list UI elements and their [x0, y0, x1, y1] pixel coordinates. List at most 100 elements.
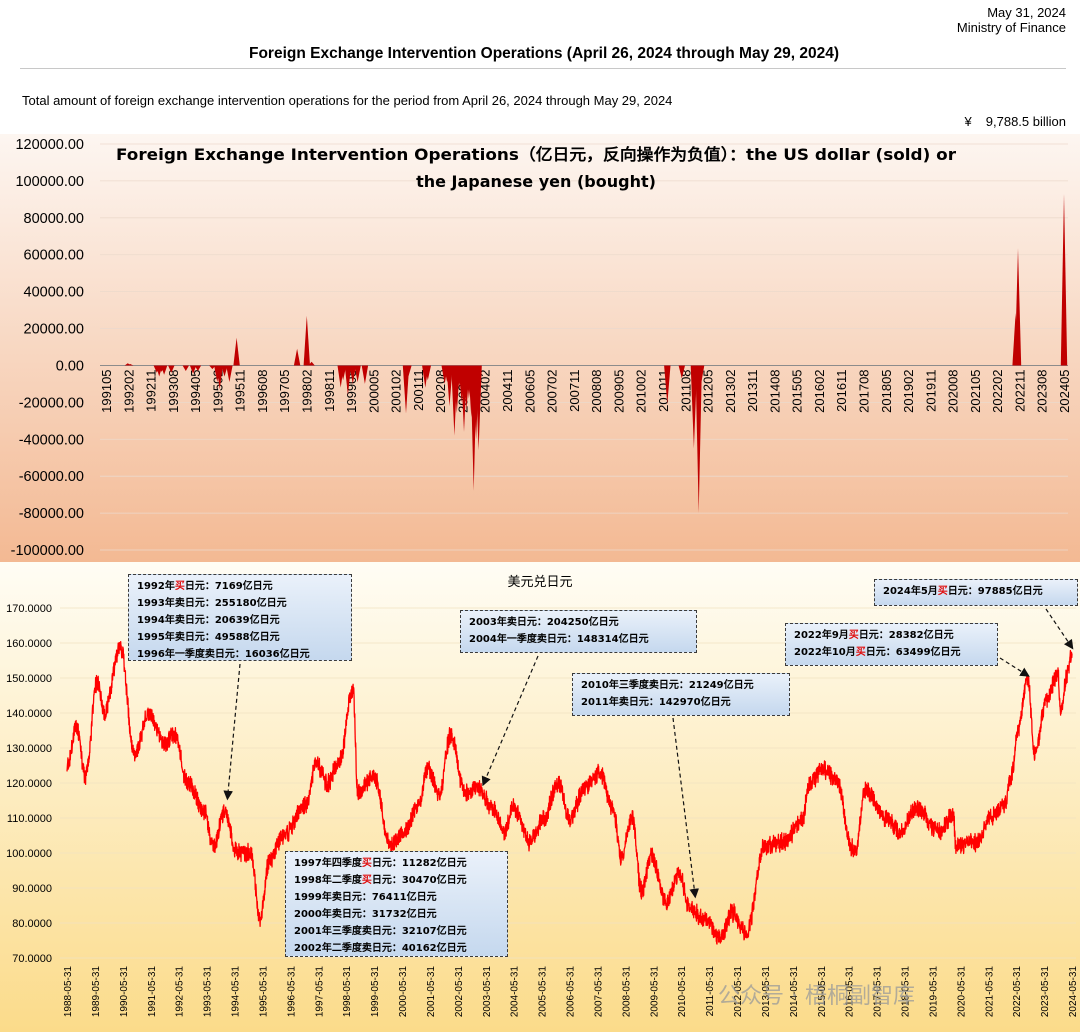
x-tick-label: 201602	[812, 369, 827, 412]
intervention-bar	[182, 365, 189, 371]
annotation-line: 2000年卖日元：31732亿日元	[294, 906, 499, 923]
x-tick-label: 201108	[678, 369, 693, 411]
x-tick-label: 201311	[745, 369, 760, 411]
intervention-bar	[303, 315, 310, 366]
intervention-bar	[424, 365, 431, 381]
x-tick-label: 2021-05-31	[984, 966, 995, 1018]
y-tick-label: -80000.00	[19, 506, 84, 522]
y-tick-label: 0.00	[56, 358, 84, 374]
intervention-bar	[405, 365, 412, 377]
x-tick-label: 202308	[1035, 369, 1050, 412]
x-tick-label: 199511	[233, 369, 248, 411]
x-tick-label: 2022-05-31	[1012, 966, 1023, 1018]
x-tick-label: 2017-05-31	[873, 966, 884, 1018]
annotation-line: 2001年三季度卖日元：32107亿日元	[294, 923, 499, 940]
intervention-bar	[160, 365, 168, 375]
intervention-bar	[226, 365, 233, 383]
intervention-bar	[194, 365, 202, 371]
x-tick-label: 1988-05-31	[63, 966, 74, 1018]
annotation-text: 1996年一季度卖日元：16036亿日元	[137, 649, 310, 660]
x-tick-label: 2005-05-31	[538, 966, 549, 1018]
x-tick-label: 1995-05-31	[258, 966, 269, 1018]
x-tick-label: 2015-05-31	[817, 966, 828, 1018]
annotation-text: 日元：7169亿日元	[184, 581, 273, 592]
y-tick-label: 160.0000	[6, 638, 52, 650]
x-tick-label: 2010-05-31	[677, 966, 688, 1018]
y-tick-label: 110.0000	[7, 813, 52, 825]
watermark: 公众号 · 梧桐副智库	[718, 984, 915, 1009]
x-tick-label: 202405	[1057, 369, 1072, 412]
annotation-arrow	[999, 657, 1030, 677]
annotation-arrow	[672, 717, 700, 899]
x-tick-label: 1989-05-31	[91, 966, 102, 1018]
x-tick-label: 202105	[968, 369, 983, 412]
intervention-bar	[127, 364, 134, 366]
annotation-text: 2022年9月	[794, 630, 849, 641]
y-tick-label: -100000.00	[11, 543, 84, 559]
x-tick-label: 2003-05-31	[482, 966, 493, 1018]
x-tick-label: 201408	[767, 369, 782, 412]
annotation-text: 日元：30470亿日元	[371, 875, 467, 886]
x-tick-label: 199202	[121, 369, 136, 412]
annotation-text: 2004年一季度卖日元：148314亿日元	[469, 634, 649, 645]
y-tick-label: 130.0000	[6, 743, 52, 755]
annotation-line: 1994年卖日元：20639亿日元	[137, 612, 343, 629]
x-tick-label: 199608	[255, 369, 270, 412]
annotation-text: 1999年卖日元：76411亿日元	[294, 892, 437, 903]
annotation-line: 2022年9月买日元：28382亿日元	[794, 627, 989, 644]
x-tick-label: 201902	[901, 369, 916, 412]
x-tick-label: 199802	[300, 369, 315, 412]
annotation-text: 日元：97885亿日元	[947, 586, 1043, 597]
annotation-arrow	[1045, 608, 1074, 650]
chart-title-line2: the Japanese yen (bought)	[416, 172, 656, 191]
x-tick-label: 200411	[500, 369, 515, 411]
intervention-bar	[233, 337, 240, 366]
x-tick-label: 2008-05-31	[621, 966, 632, 1018]
annotation-text: 日元：11282亿日元	[371, 858, 467, 869]
annotation-arrow	[223, 663, 241, 801]
intervention-bar-chart: 120000.00 100000.00 80000.00 60000.00 40000.…	[0, 134, 1080, 562]
intervention-bar	[221, 365, 228, 377]
intervention-bar	[349, 365, 356, 384]
annotation-line: 2011年卖日元：142970亿日元	[581, 694, 781, 711]
x-tick-label: 2002-05-31	[454, 966, 465, 1018]
x-tick-label: 201911	[923, 369, 938, 411]
annotation-text: 1998年二季度	[294, 875, 362, 886]
annotation-buy-text: 买	[855, 647, 866, 658]
annotation-box: 2003年卖日元：204250亿日元 2004年一季度卖日元：148314亿日元	[460, 610, 697, 653]
y-tick-label: 100.0000	[6, 848, 52, 860]
annotation-box: 2010年三季度卖日元：21249亿日元 2011年卖日元：142970亿日元	[572, 673, 790, 716]
y-tick-label: 140.0000	[6, 708, 52, 720]
total-description: Total amount of foreign exchange interve…	[22, 93, 673, 108]
report-date: May 31, 2024	[987, 5, 1066, 20]
x-tick-label: 2009-05-31	[649, 966, 660, 1018]
x-tick-label: 200905	[611, 369, 626, 412]
intervention-bar	[308, 361, 315, 366]
annotation-text: 2000年卖日元：31732亿日元	[294, 909, 437, 920]
annotation-box: 2022年9月买日元：28382亿日元 2022年10月买日元：63499亿日元	[785, 623, 998, 666]
x-tick-label: 2000-05-31	[398, 966, 409, 1018]
annotation-text: 日元：63499亿日元	[865, 647, 961, 658]
y-tick-label: 40000.00	[24, 285, 84, 301]
annotation-text: 1995年卖日元：49588亿日元	[137, 632, 280, 643]
intervention-bar	[402, 365, 410, 414]
annotation-text: 2003年卖日元：204250亿日元	[469, 617, 619, 628]
page-title: Foreign Exchange Intervention Operations…	[248, 45, 839, 62]
annotation-text: 2011年卖日元：142970亿日元	[581, 697, 731, 708]
annotation-buy-text: 买	[361, 858, 372, 869]
x-tick-label: 199811	[322, 369, 337, 411]
x-tick-label: 2012-05-31	[733, 966, 744, 1018]
x-tick-label: 200402	[478, 369, 493, 412]
y-tick-label: 80.0000	[12, 918, 52, 930]
annotation-text: 1997年四季度	[294, 858, 362, 869]
annotation-line: 1999年卖日元：76411亿日元	[294, 889, 499, 906]
x-tick-label: 2006-05-31	[566, 966, 577, 1018]
intervention-bar	[189, 365, 197, 374]
x-tick-label: 1993-05-31	[203, 966, 214, 1018]
x-tick-label: 2011-05-31	[705, 966, 716, 1017]
x-tick-label: 2001-05-31	[426, 966, 437, 1018]
x-tick-label: 2020-05-31	[956, 966, 967, 1018]
intervention-bar	[1060, 193, 1068, 366]
y-tick-label: 70.0000	[12, 953, 52, 965]
x-tick-label: 2014-05-31	[789, 966, 800, 1018]
